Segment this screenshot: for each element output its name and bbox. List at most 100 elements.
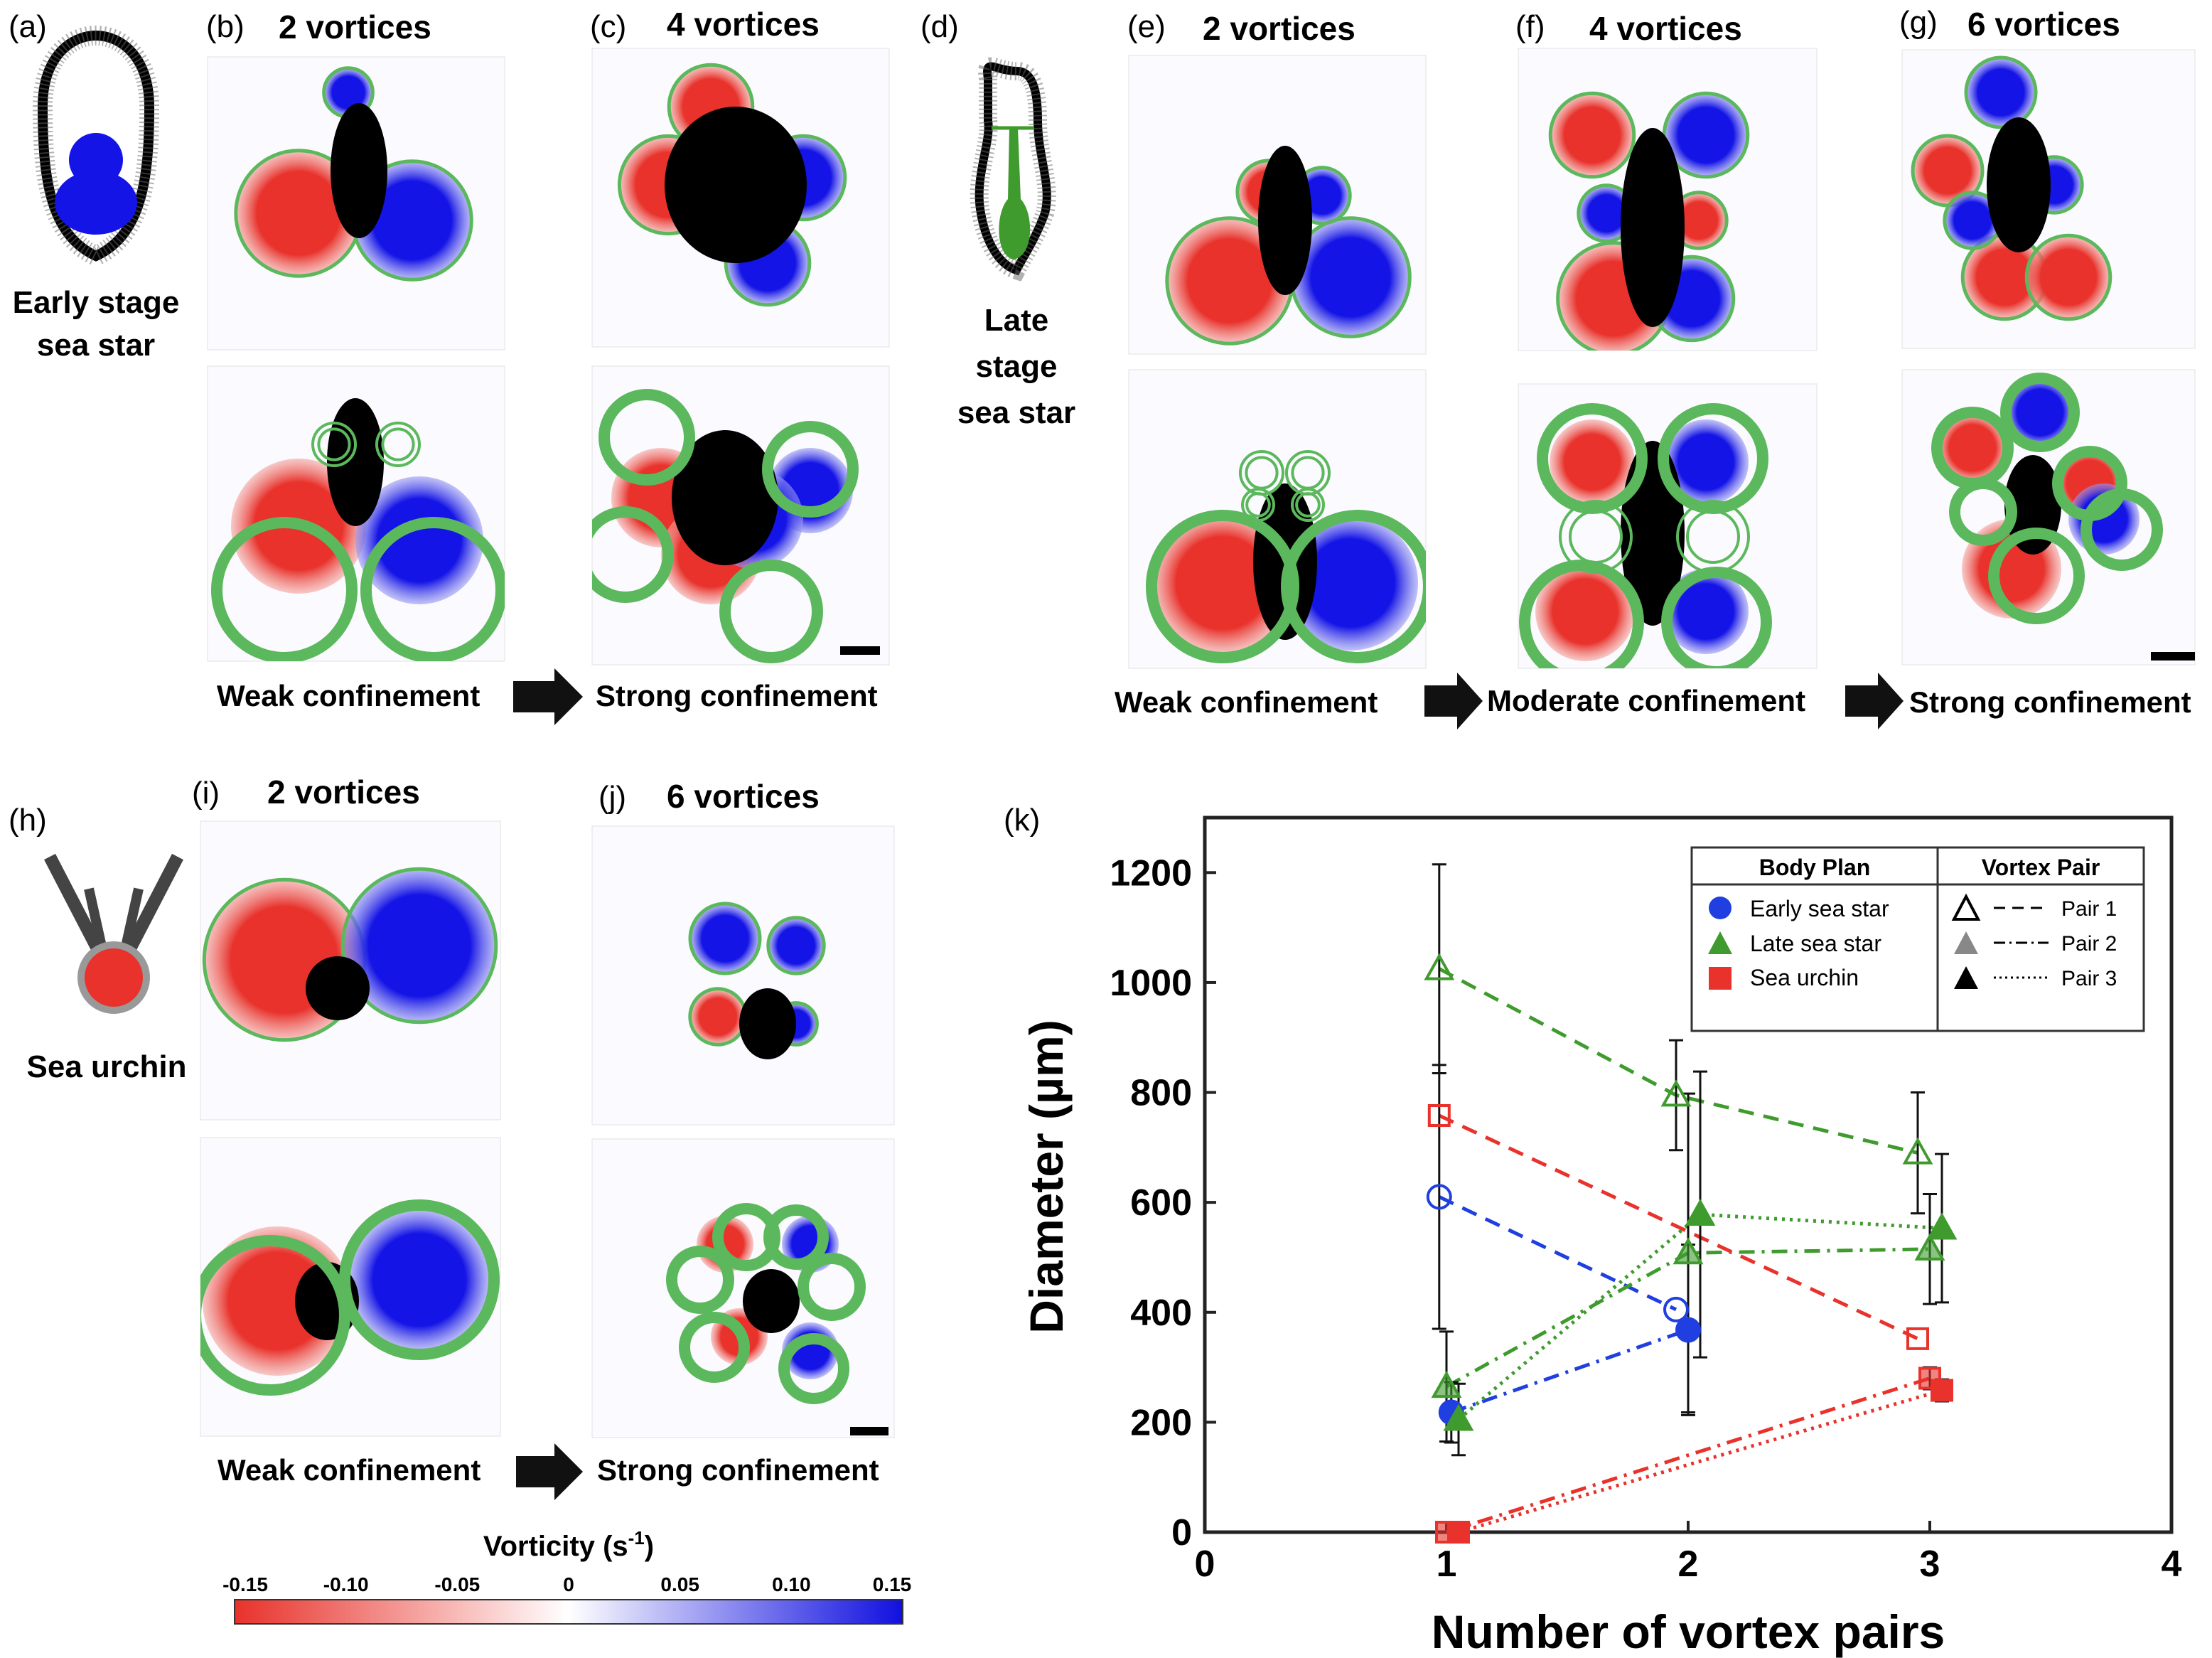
panel-title-b: 2 vortices xyxy=(279,9,431,46)
caption-early-sea-star-2: sea star xyxy=(37,328,155,363)
caption-late-stage-1: Late xyxy=(984,303,1048,338)
colorbar-tick-label: 0 xyxy=(563,1573,574,1595)
row1-strong-confinement: Strong confinement xyxy=(596,679,878,712)
colorbar-tick-label: -0.15 xyxy=(222,1573,268,1595)
row3-weak-confinement: Weak confinement xyxy=(218,1453,480,1487)
colorbar-title: Vorticity (s-1) xyxy=(483,1527,654,1562)
vortex-fit-circle xyxy=(1146,510,1299,663)
series-line-7 xyxy=(1458,1389,1943,1534)
colorbar-tick-label: -0.05 xyxy=(434,1573,480,1595)
vorticity-panel-c-bottom xyxy=(591,365,890,665)
larva-body xyxy=(743,1269,800,1333)
diameter-chart: 0 1 2 3 4 0 200 400 600 800 1000 1200 Number of vor… xyxy=(1020,815,2182,1658)
positive-vortex xyxy=(2004,377,2076,448)
vortex-fit-circle xyxy=(200,1235,350,1396)
row1-weak-confinement: Weak confinement xyxy=(217,679,480,712)
vortex-fit-circle xyxy=(592,506,674,603)
vortex-fit-circle xyxy=(778,1333,849,1404)
series-line-4 xyxy=(1457,1212,1943,1421)
panel-tag-h: (h) xyxy=(9,803,47,838)
vorticity-panel-f-bottom xyxy=(1518,383,1818,669)
vorticity-panel-g-bottom xyxy=(1901,369,2196,665)
vortex-fit-circle xyxy=(2081,488,2163,571)
negative-vortex xyxy=(1912,135,1983,206)
panel-title-j: 6 vortices xyxy=(667,778,820,815)
data-point-3-0 xyxy=(1431,1371,1462,1398)
colorbar: Vorticity (s-1) -0.15 -0.10 -0.05 0 0.05 0.10… xyxy=(222,1527,912,1625)
data-point-5-1 xyxy=(1906,1327,1929,1350)
caption-late-stage-3: sea star xyxy=(957,395,1075,430)
data-point-2-2 xyxy=(1902,1137,1933,1165)
legend-sea-urchin: Sea urchin xyxy=(1750,965,1859,990)
data-point-3-1 xyxy=(1673,1237,1704,1265)
panel-title-c: 4 vortices xyxy=(667,6,820,43)
legend-early-marker xyxy=(1709,897,1732,919)
x-axis-label: Number of vortex pairs xyxy=(1432,1605,1945,1658)
positive-vortex xyxy=(1283,515,1418,651)
vortex-fit-circle xyxy=(1281,510,1426,663)
vorticity-fields xyxy=(200,48,2196,1438)
positive-vortex xyxy=(1663,92,1749,178)
colorbar-tick-label: 0.10 xyxy=(772,1573,811,1595)
negative-vortex xyxy=(689,988,746,1045)
larva-body xyxy=(672,430,778,565)
panel-tag-i: (i) xyxy=(192,776,220,811)
data-point-4-0 xyxy=(1443,1403,1474,1431)
positive-vortex xyxy=(341,867,498,1024)
data-point-2-1 xyxy=(1660,1079,1692,1107)
legend-pair-3: Pair 3 xyxy=(2061,967,2117,990)
larva-body xyxy=(1987,117,2051,252)
panel-tag-a: (a) xyxy=(9,9,47,44)
vortex-fit-circle xyxy=(375,422,421,467)
vortex-fit-circle xyxy=(1661,567,1772,668)
vortex-fit-circle xyxy=(311,422,357,467)
confinement-arrows xyxy=(513,668,1904,1500)
positive-vortex xyxy=(1290,217,1411,338)
negative-vortex xyxy=(1962,235,2047,320)
panel-tag-d: (d) xyxy=(920,9,959,44)
positive-vortex xyxy=(768,917,825,974)
y-tick-label: 800 xyxy=(1130,1073,1192,1114)
vortex-fit-circle xyxy=(762,421,859,518)
colorbar-tick-label: 0.05 xyxy=(660,1573,699,1595)
data-point-0-1 xyxy=(1663,1296,1689,1322)
vortex-fit-circle xyxy=(1519,560,1644,668)
vorticity-panel-c-top xyxy=(591,48,890,348)
negative-vortex xyxy=(1550,92,1635,178)
larva-body xyxy=(1621,128,1685,327)
vorticity-panel-e-top xyxy=(1128,55,1427,355)
panel-tag-c: (c) xyxy=(590,9,626,44)
panel-title-i: 2 vortices xyxy=(267,774,420,811)
legend-early-sea-star: Early sea star xyxy=(1750,896,1889,921)
vorticity-panel-j-top xyxy=(591,825,895,1125)
data-point-4-2 xyxy=(1926,1212,1958,1240)
late-sea-star-illustration xyxy=(970,57,1056,282)
y-axis-label: Diameter (µm) xyxy=(1020,1020,1073,1333)
negative-vortex xyxy=(1550,419,1635,505)
positive-vortex xyxy=(348,1209,490,1351)
arrow-icon xyxy=(516,1443,583,1500)
row2-strong-confinement: Strong confinement xyxy=(1909,685,2191,719)
positive-vortex xyxy=(1663,419,1749,505)
larva-body xyxy=(1258,146,1312,295)
vortex-fit-circle xyxy=(360,517,505,661)
vortex-fit-circle xyxy=(1291,488,1325,522)
colorbar-tick-label: -0.10 xyxy=(323,1573,369,1595)
vorticity-panel-b-bottom xyxy=(207,365,505,662)
sea-urchin-illustration xyxy=(44,853,183,1014)
data-point-3-2 xyxy=(1914,1233,1945,1261)
panel-tag-g: (g) xyxy=(1899,5,1938,40)
vortex-fit-circle xyxy=(1241,488,1275,522)
row2-weak-confinement: Weak confinement xyxy=(1115,685,1378,719)
vortex-fit-circle xyxy=(317,427,351,461)
panel-title-f: 4 vortices xyxy=(1589,10,1742,47)
vortex-fit-circle xyxy=(679,1312,750,1383)
vortex-fit-circle xyxy=(1295,492,1321,518)
vorticity-panel-i-top xyxy=(200,820,501,1121)
vortex-fit-circle xyxy=(2000,373,2080,452)
vortex-fit-circle xyxy=(666,1246,734,1314)
colorbar-gradient xyxy=(234,1599,903,1625)
x-tick-label: 1 xyxy=(1437,1544,1457,1585)
legend-urchin-marker xyxy=(1709,967,1732,990)
colorbar-tick-label: 0.15 xyxy=(873,1573,912,1595)
